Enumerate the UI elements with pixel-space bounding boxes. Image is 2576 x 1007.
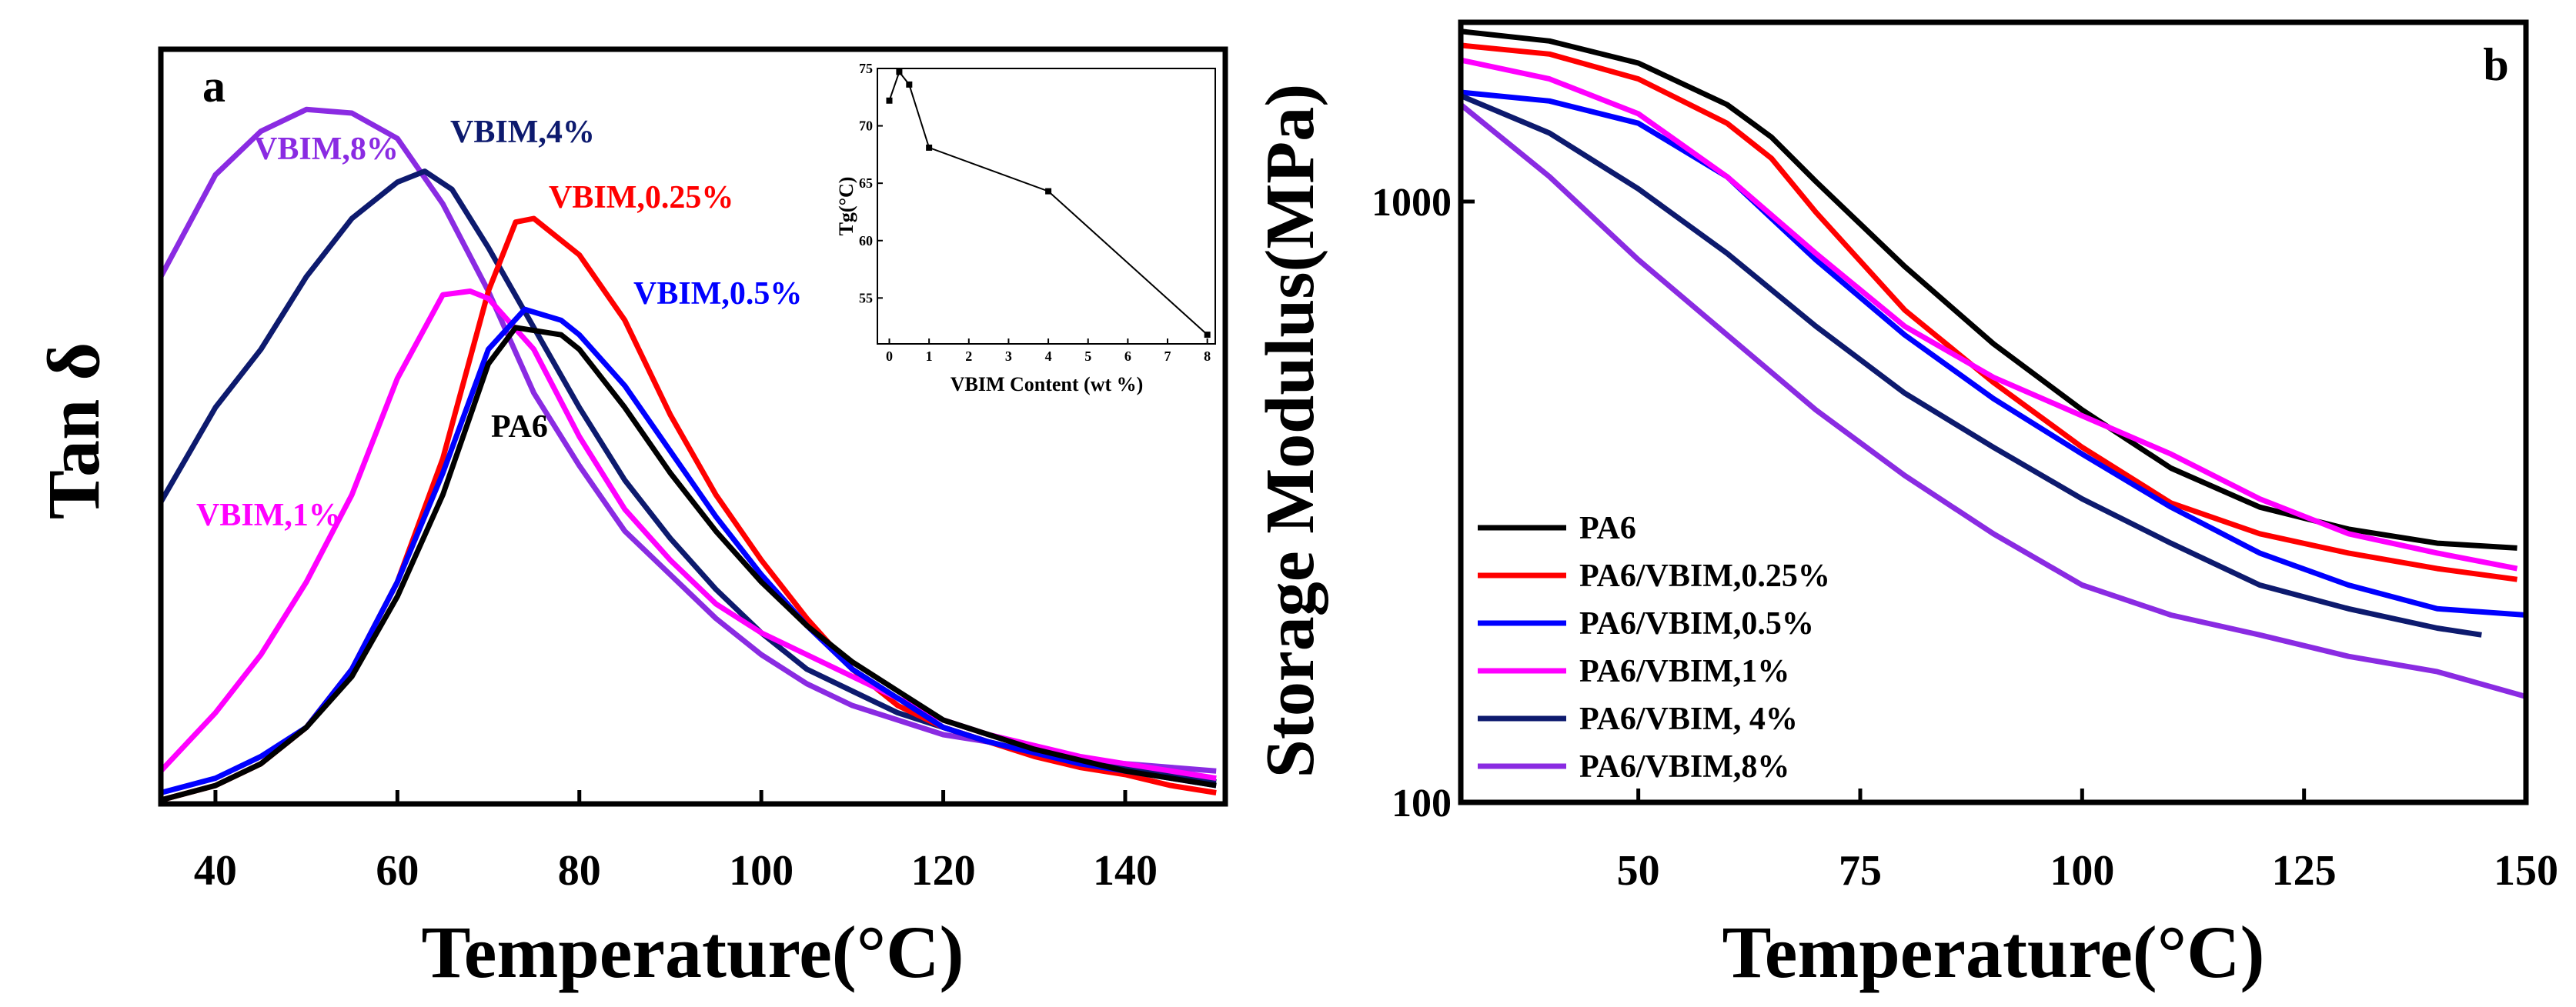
legend-label-pa6-vbim-4: PA6/VBIM, 4%	[1579, 702, 1798, 737]
panel-a-x-tick-label: 100	[729, 847, 794, 895]
panel-b-y-axis-label: Storage Modulus(MPa)	[1252, 84, 1328, 778]
panel-b-series-pa6-vbim-1	[1461, 57, 2518, 572]
panel-b-y-tick-label: 100	[1392, 782, 1452, 825]
inset-line	[888, 70, 1208, 335]
panel-b-x-tick-label: 75	[1839, 847, 1882, 895]
inset-x-tick-label: 0	[886, 348, 893, 364]
panel-a-series	[161, 106, 1217, 803]
legend-label-pa6-vbim-1: PA6/VBIM,1%	[1579, 654, 1789, 689]
inset-x-tick-label: 1	[926, 348, 933, 364]
panel-a-frame	[158, 46, 1228, 807]
panel-a-annotation-vbim-0-25: VBIM,0.25%	[549, 180, 733, 215]
panel-b-series-pa6-vbim-0-25	[1461, 42, 2518, 582]
inset-y-tick-label: 70	[859, 118, 873, 134]
inset-y-tick-label: 60	[859, 233, 873, 248]
inset-marker	[1204, 332, 1211, 338]
panel-a-x-tick-label: 140	[1093, 847, 1158, 895]
panel-b-x-tick-label: 100	[2050, 847, 2114, 895]
panel-b-series	[1461, 28, 2526, 699]
panel-a-x-axis-label: Temperature(°C)	[422, 911, 964, 993]
inset-frame	[877, 68, 1216, 345]
panel-b-letter: b	[2483, 39, 2508, 90]
panel-a-letter: a	[202, 61, 226, 112]
panel-a-series-vbim-0-5	[161, 306, 1217, 795]
panel-a-series-vbim-1	[161, 288, 1217, 782]
inset-tg-plot: 0 1 2 3 4 5 6 7 8 55 60 65 70 75 Tg(°C) VBIM Content …	[835, 61, 1216, 395]
inset-x-tick-label: 5	[1084, 348, 1091, 364]
panel-a-x-tick-label: 60	[376, 847, 419, 895]
panel-b-x-tick-label: 125	[2272, 847, 2337, 895]
inset-marker	[906, 81, 913, 88]
panel-a-annotation-vbim-0-5: VBIM,0.5%	[633, 276, 802, 312]
panel-b-y-tick-label: 1000	[1372, 181, 1452, 225]
inset-x-tick-label: 2	[965, 348, 972, 364]
panel-a-x-tick-label: 40	[194, 847, 237, 895]
panel-a-annotations: VBIM,8% VBIM,4% VBIM,0.25% VBIM,0.5% PA6 VBIM…	[196, 115, 802, 533]
panel-a-series-pa6	[161, 325, 1217, 803]
panel-b-x-axis-label: Temperature(°C)	[1722, 911, 2265, 993]
panel-b-y-ticks: 100 1000	[1372, 181, 1475, 825]
inset-y-tick-label: 55	[859, 290, 873, 305]
panel-a-annotation-vbim-1: VBIM,1%	[196, 498, 341, 533]
inset-x-axis-label: VBIM Content (wt %)	[951, 373, 1144, 395]
panel-a-x-tick-label: 80	[558, 847, 601, 895]
inset-x-tick-label: 7	[1164, 348, 1171, 364]
panel-a-y-axis-label: Tan δ	[32, 342, 115, 519]
legend-label-pa6-vbim-0-25: PA6/VBIM,0.25%	[1579, 559, 1830, 594]
inset-y-tick-label: 65	[859, 175, 873, 191]
panel-a-annotation-pa6: PA6	[491, 409, 548, 445]
panel-a-x-ticks: 40 60 80 100 120 140	[194, 790, 1158, 895]
panel-b-series-pa6-vbim-0-5	[1461, 89, 2526, 618]
inset-x-tick-label: 3	[1005, 348, 1012, 364]
panel-b-x-ticks: 50 75 100 125 150	[1617, 789, 2558, 895]
legend-label-pa6-vbim-8: PA6/VBIM,8%	[1579, 749, 1789, 785]
panel-b-series-pa6-vbim-8	[1461, 102, 2526, 699]
inset-marker	[886, 97, 893, 104]
legend-label-pa6: PA6	[1579, 511, 1636, 546]
inset-marker	[1045, 188, 1052, 195]
panel-a-annotation-vbim-4: VBIM,4%	[450, 115, 595, 150]
panel-b-series-pa6-vbim-4	[1461, 93, 2482, 638]
panel-a: 40 60 80 100 120 140 a Temperature(°C) Tan δ …	[32, 46, 1228, 993]
inset-y-axis-label: Tg(°C)	[835, 177, 857, 236]
inset-x-tick-label: 8	[1204, 348, 1211, 364]
inset-marker	[896, 68, 903, 75]
panel-b-frame	[1458, 19, 2529, 805]
panel-b-x-tick-label: 150	[2494, 847, 2558, 895]
panel-a-x-tick-label: 120	[911, 847, 976, 895]
inset-ticks: 0 1 2 3 4 5 6 7 8 55 60 65 70 75	[859, 61, 1211, 364]
inset-marker	[926, 144, 933, 151]
inset-plot	[886, 68, 1211, 338]
panel-a-annotation-vbim-8: VBIM,8%	[254, 132, 399, 167]
legend-label-pa6-vbim-0-5: PA6/VBIM,0.5%	[1579, 606, 1814, 642]
panel-b-legend: PA6 PA6/VBIM,0.25% PA6/VBIM,0.5% PA6/VBIM,1…	[1478, 511, 1830, 785]
panel-b-x-tick-label: 50	[1617, 847, 1660, 895]
inset-x-tick-label: 4	[1045, 348, 1052, 364]
inset-x-tick-label: 6	[1124, 348, 1131, 364]
inset-y-tick-label: 75	[859, 61, 873, 76]
